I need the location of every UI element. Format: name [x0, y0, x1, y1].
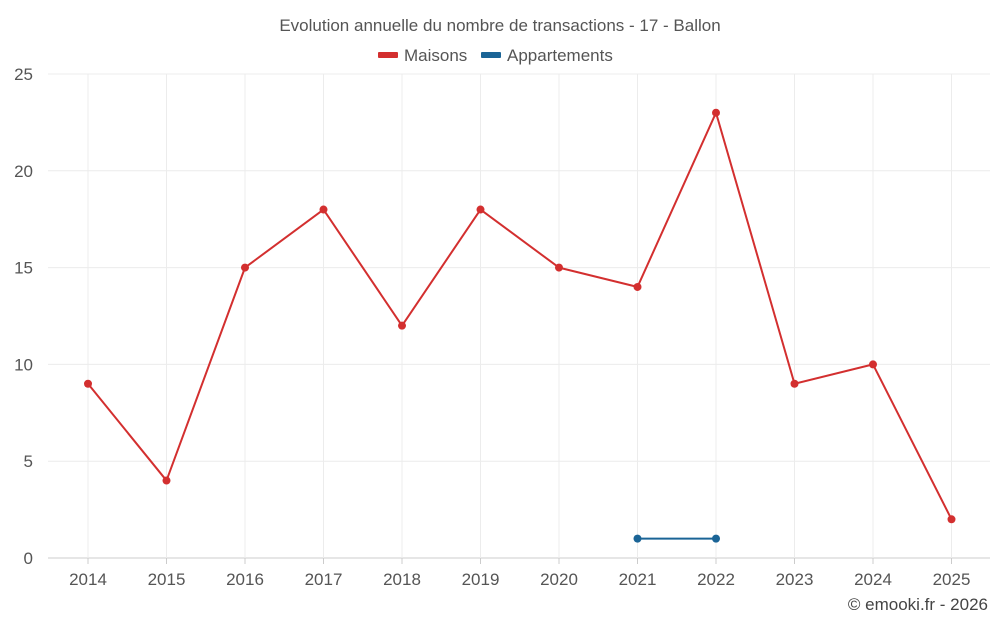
y-tick-label: 0 [24, 549, 33, 568]
data-point-maisons-2020[interactable] [555, 264, 563, 272]
line-chart: Evolution annuelle du nombre de transact… [0, 0, 1000, 625]
data-point-maisons-2016[interactable] [241, 264, 249, 272]
data-point-appartements-2022[interactable] [712, 535, 720, 543]
x-tick-label: 2025 [933, 570, 971, 589]
x-tick-label: 2022 [697, 570, 735, 589]
data-point-maisons-2023[interactable] [791, 380, 799, 388]
legend-label-maisons: Maisons [404, 46, 467, 65]
y-tick-label: 15 [14, 259, 33, 278]
y-axis-labels: 0 5 10 15 20 25 [14, 65, 33, 568]
y-tick-label: 20 [14, 162, 33, 181]
data-point-maisons-2018[interactable] [398, 322, 406, 330]
series-layer [84, 109, 956, 543]
x-tick-label: 2015 [148, 570, 186, 589]
legend: Maisons Appartements [378, 46, 613, 65]
x-tick-label: 2017 [305, 570, 343, 589]
credit-text: © emooki.fr - 2026 [848, 595, 988, 614]
data-point-maisons-2015[interactable] [163, 477, 171, 485]
x-tick-label: 2016 [226, 570, 264, 589]
x-axis-labels: 2014 2015 2016 2017 2018 2019 2020 2021 2022 2023… [69, 570, 970, 589]
x-tick-label: 2021 [619, 570, 657, 589]
x-tick-label: 2014 [69, 570, 107, 589]
x-tick-label: 2020 [540, 570, 578, 589]
y-tick-label: 10 [14, 355, 33, 374]
legend-label-appartements: Appartements [507, 46, 613, 65]
x-tick-label: 2019 [462, 570, 500, 589]
data-point-maisons-2017[interactable] [320, 206, 328, 214]
data-point-maisons-2014[interactable] [84, 380, 92, 388]
chart-title: Evolution annuelle du nombre de transact… [279, 16, 720, 35]
data-point-maisons-2019[interactable] [477, 206, 485, 214]
legend-swatch-appartements [481, 52, 501, 58]
y-tick-label: 25 [14, 65, 33, 84]
data-point-appartements-2021[interactable] [634, 535, 642, 543]
data-point-maisons-2024[interactable] [869, 360, 877, 368]
legend-swatch-maisons [378, 52, 398, 58]
data-point-maisons-2025[interactable] [948, 515, 956, 523]
legend-item-appartements[interactable]: Appartements [481, 46, 613, 65]
x-tick-label: 2024 [854, 570, 892, 589]
x-tick-label: 2018 [383, 570, 421, 589]
legend-item-maisons[interactable]: Maisons [378, 46, 467, 65]
grid [48, 74, 990, 564]
data-point-maisons-2022[interactable] [712, 109, 720, 117]
series-line-maisons [88, 113, 952, 520]
y-tick-label: 5 [24, 452, 33, 471]
data-point-maisons-2021[interactable] [634, 283, 642, 291]
x-tick-label: 2023 [776, 570, 814, 589]
